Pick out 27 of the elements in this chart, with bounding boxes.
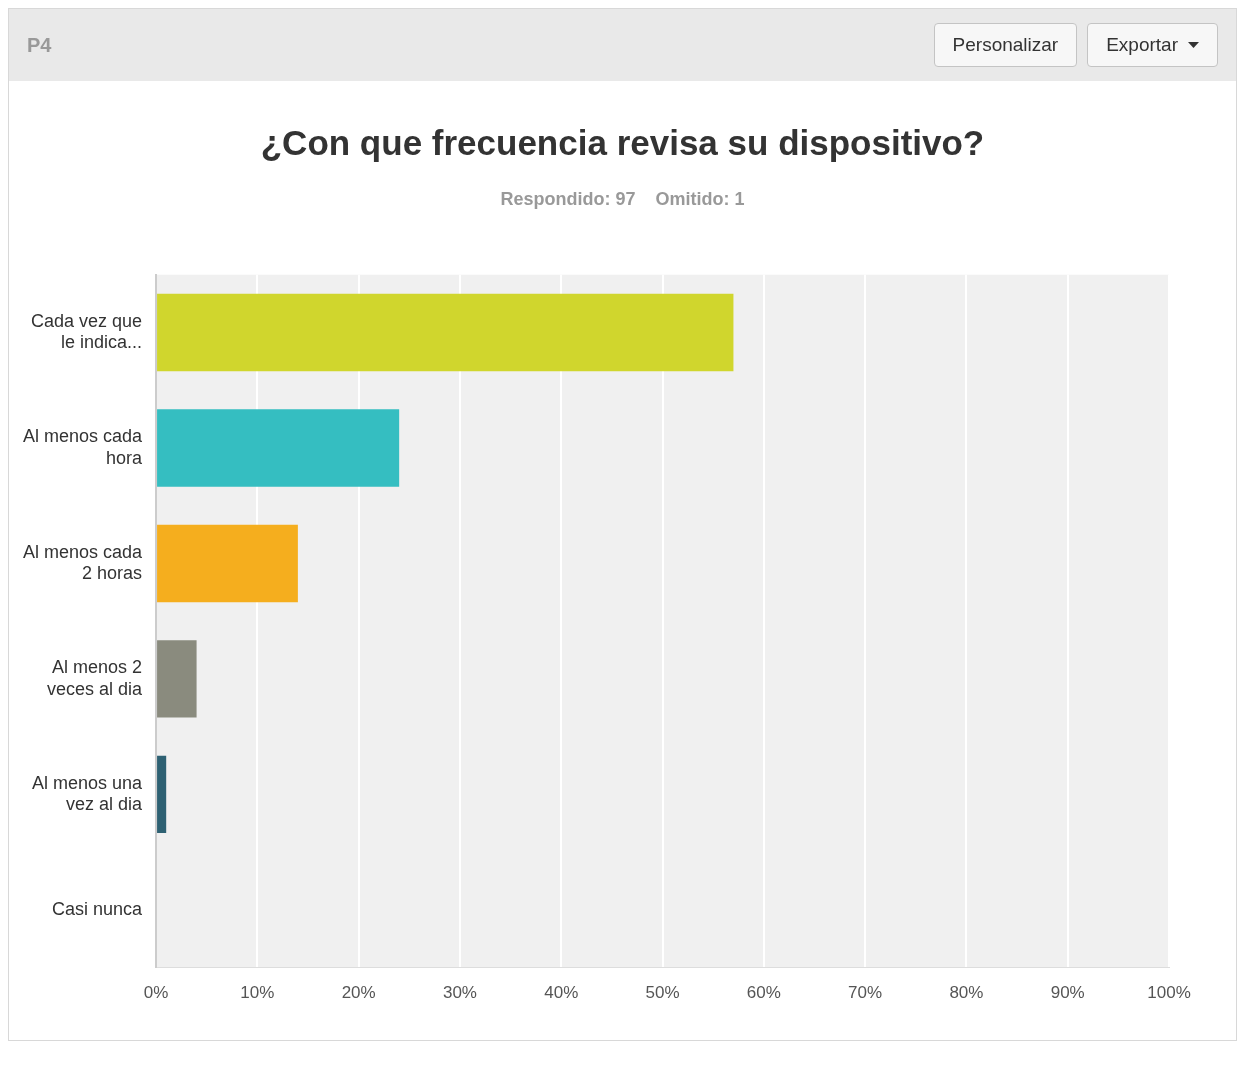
x-tick-label: 80% [949,983,984,1003]
y-tick-label: Al menos una vez al dia [31,772,144,815]
x-tick-label: 90% [1050,983,1085,1003]
y-tick-label: Casi nunca [52,898,144,919]
bar [157,755,167,834]
bar [157,524,298,603]
y-tick-label: Al menos cada 2 horas [22,541,144,584]
x-tick-label: 10% [240,983,275,1003]
text: Personalizar [933,23,1078,67]
x-tick-label: 50% [645,983,680,1003]
chart-subtitle: Respondido: 97 Omitido: 1 [499,189,746,210]
x-tick-label: 0% [143,983,169,1003]
text: Exportar [1087,23,1218,67]
y-tick-label: Al menos cada hora [22,426,144,468]
bar [157,409,400,487]
x-tick-label: 60% [746,983,781,1003]
bar [157,293,734,372]
x-tick-label: 100% [1147,983,1191,1003]
y-tick-label: Cada vez que le indica... [30,310,143,353]
x-tick-label: 20% [341,983,376,1003]
chart-title: ¿Con que frecuencia revisa su dispositivo? [259,123,986,163]
text: P4 [27,33,52,57]
x-tick-label: 70% [848,983,883,1003]
y-tick-label: Al menos 2 veces al dia [47,657,144,699]
x-tick-label: 40% [544,983,579,1003]
x-tick-label: 30% [442,983,477,1003]
bar [157,640,197,718]
